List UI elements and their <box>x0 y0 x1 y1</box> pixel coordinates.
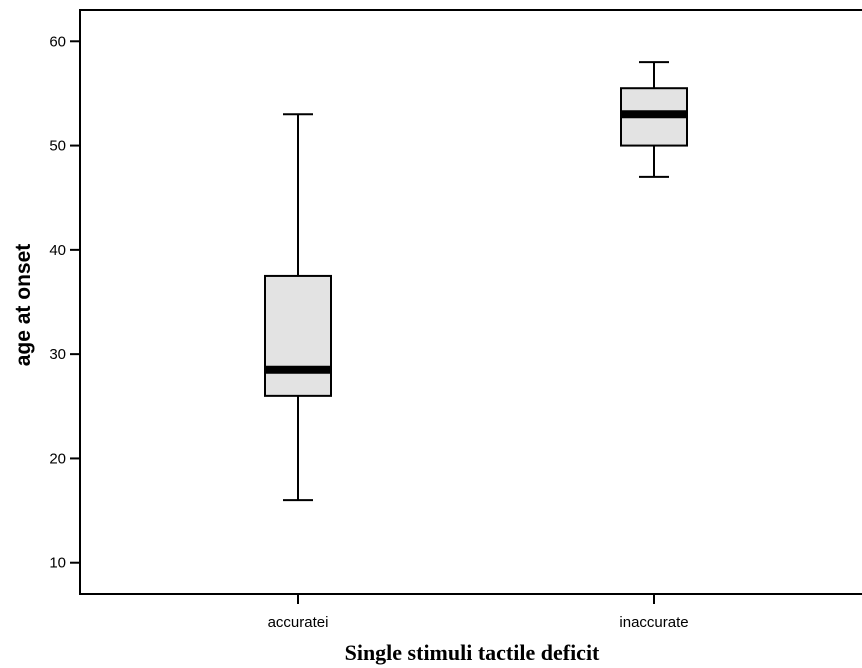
x-tick-label-accuratei: accuratei <box>268 614 329 631</box>
y-tick-label-60: 60 <box>49 33 66 50</box>
y-tick-label-30: 30 <box>49 346 66 363</box>
plot-frame <box>79 9 862 595</box>
iqr-box-accuratei <box>264 274 332 397</box>
y-tick-label-50: 50 <box>49 138 66 155</box>
x-axis: accuratei inaccurate <box>268 594 689 631</box>
x-axis-label: Single stimuli tactile deficit <box>345 640 600 665</box>
y-tick-label-10: 10 <box>49 555 66 572</box>
x-tick-label-inaccurate: inaccurate <box>619 614 688 631</box>
y-axis-label: age at onset <box>12 244 35 367</box>
y-axis: 10 20 30 40 50 60 <box>49 33 80 572</box>
y-tick-label-40: 40 <box>49 242 66 259</box>
boxes-group <box>264 61 688 502</box>
y-tick-label-20: 20 <box>49 450 66 467</box>
